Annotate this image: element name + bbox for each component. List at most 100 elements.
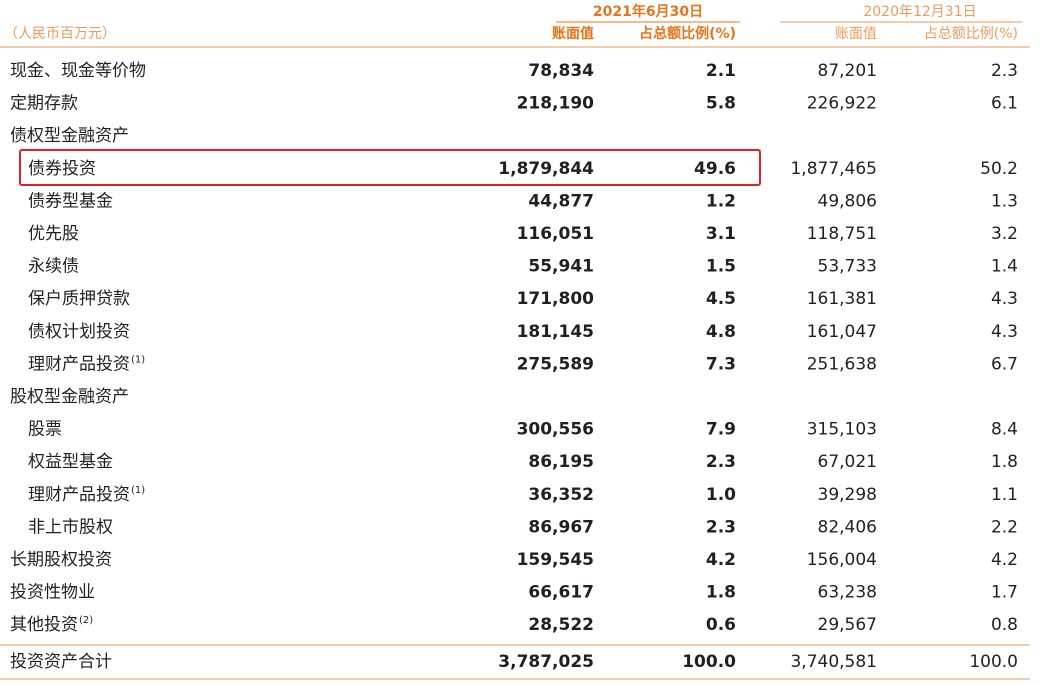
column-header: 占总额比例(%) [639, 25, 736, 42]
cell: 1.5 [706, 257, 736, 277]
cell: 315,103 [807, 420, 877, 440]
cell: 44,877 [528, 191, 594, 211]
row-label: 权益型基金 [28, 452, 113, 472]
cell: 1.7 [991, 583, 1018, 603]
cell: 3,787,025 [498, 652, 594, 672]
cell: 78,834 [528, 61, 594, 81]
column-header: 账面值 [835, 26, 877, 42]
cell: 3,740,581 [790, 652, 877, 672]
row-label: 永续债 [28, 257, 79, 277]
cell: 1.2 [706, 191, 736, 211]
cell: 55,941 [528, 257, 594, 277]
row-label: 投资资产合计 [10, 652, 112, 672]
footnote-mark: (1) [131, 354, 145, 365]
cell: 63,238 [818, 583, 877, 603]
row-label: 理财产品投资 [28, 485, 130, 505]
cell: 53,733 [818, 257, 877, 277]
row-label: 股票 [28, 420, 62, 440]
cell: 251,638 [807, 354, 877, 374]
highlight-box [19, 149, 761, 186]
cell: 1,879,844 [498, 159, 594, 179]
cell: 6.7 [991, 354, 1018, 374]
cell: 159,545 [517, 550, 594, 570]
row-label: 定期存款 [10, 94, 78, 114]
cell: 1.8 [706, 583, 736, 603]
cell: 87,201 [818, 61, 877, 81]
cell: 1.3 [991, 191, 1018, 211]
cell: 161,381 [807, 289, 877, 309]
period-prior: 2020年12月31日 [863, 4, 976, 20]
row-label: 股权型金融资产 [10, 387, 129, 407]
row-label: 债券投资 [28, 159, 96, 179]
cell: 4.8 [706, 322, 736, 342]
cell: 226,922 [807, 94, 877, 114]
cell: 6.1 [991, 94, 1018, 114]
cell: 1.0 [706, 485, 736, 505]
cell: 181,145 [517, 322, 594, 342]
cell: 1.8 [991, 452, 1018, 472]
cell: 4.5 [706, 289, 736, 309]
cell: 100.0 [682, 652, 736, 672]
cell: 50.2 [980, 159, 1018, 179]
row-label: 理财产品投资 [28, 354, 130, 374]
cell: 3.2 [991, 224, 1018, 244]
cell: 49.6 [694, 159, 736, 179]
column-header: 占总额比例(%) [924, 26, 1018, 42]
cell: 1.1 [991, 485, 1018, 505]
cell: 1.4 [991, 257, 1018, 277]
row-label: 债权计划投资 [28, 322, 130, 342]
cell: 4.2 [991, 550, 1018, 570]
row-label: 非上市股权 [28, 517, 113, 537]
cell: 3.1 [706, 224, 736, 244]
cell: 82,406 [818, 517, 877, 537]
cell: 86,195 [528, 452, 594, 472]
cell: 0.8 [991, 615, 1018, 635]
cell: 2.3 [991, 61, 1018, 81]
row-label: 保户质押贷款 [28, 289, 130, 309]
footnote-mark: (1) [131, 485, 145, 496]
cell: 2.2 [991, 517, 1018, 537]
cell: 116,051 [517, 224, 594, 244]
row-label: 优先股 [28, 224, 79, 244]
cell: 8.4 [991, 420, 1018, 440]
row-label: 现金、现金等价物 [10, 61, 146, 81]
cell: 7.3 [706, 354, 736, 374]
cell: 300,556 [517, 420, 594, 440]
unit: （人民币百万元） [4, 26, 116, 42]
cell: 28,522 [528, 615, 594, 635]
cell: 39,298 [818, 485, 877, 505]
cell: 0.6 [706, 615, 736, 635]
cell: 161,047 [807, 322, 877, 342]
cell: 1,877,465 [790, 159, 877, 179]
cell: 66,617 [528, 583, 594, 603]
cell: 36,352 [528, 485, 594, 505]
row-label: 长期股权投资 [10, 550, 112, 570]
cell: 4.2 [706, 550, 736, 570]
cell: 2.3 [706, 517, 736, 537]
column-header: 账面值 [552, 25, 594, 42]
row-label: 债权型金融资产 [10, 126, 129, 146]
cell: 118,751 [807, 224, 877, 244]
cell: 7.9 [706, 420, 736, 440]
cell: 218,190 [517, 94, 595, 114]
cell: 2.1 [706, 61, 736, 81]
cell: 2.3 [706, 452, 736, 472]
cell: 100.0 [969, 652, 1018, 672]
row-label: 其他投资 [10, 615, 78, 635]
cell: 275,589 [517, 354, 594, 374]
cell: 5.8 [706, 94, 736, 114]
cell: 4.3 [991, 322, 1018, 342]
cell: 4.3 [991, 289, 1018, 309]
cell: 171,800 [517, 289, 595, 309]
cell: 49,806 [818, 191, 877, 211]
cell: 29,567 [818, 615, 877, 635]
footnote-mark: (2) [79, 615, 93, 626]
cell: 86,967 [528, 517, 594, 537]
cell: 156,004 [807, 550, 877, 570]
cell: 67,021 [818, 452, 877, 472]
row-label: 债券型基金 [28, 191, 113, 211]
period-current: 2021年6月30日 [593, 3, 703, 20]
row-label: 投资性物业 [10, 583, 95, 603]
